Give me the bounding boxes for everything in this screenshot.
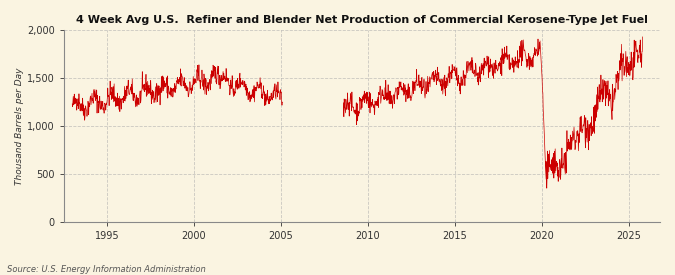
Title: 4 Week Avg U.S.  Refiner and Blender Net Production of Commercial Kerosene-Type : 4 Week Avg U.S. Refiner and Blender Net … <box>76 15 648 25</box>
Y-axis label: Thousand Barrels per Day: Thousand Barrels per Day <box>15 67 24 185</box>
Text: Source: U.S. Energy Information Administration: Source: U.S. Energy Information Administ… <box>7 265 205 274</box>
